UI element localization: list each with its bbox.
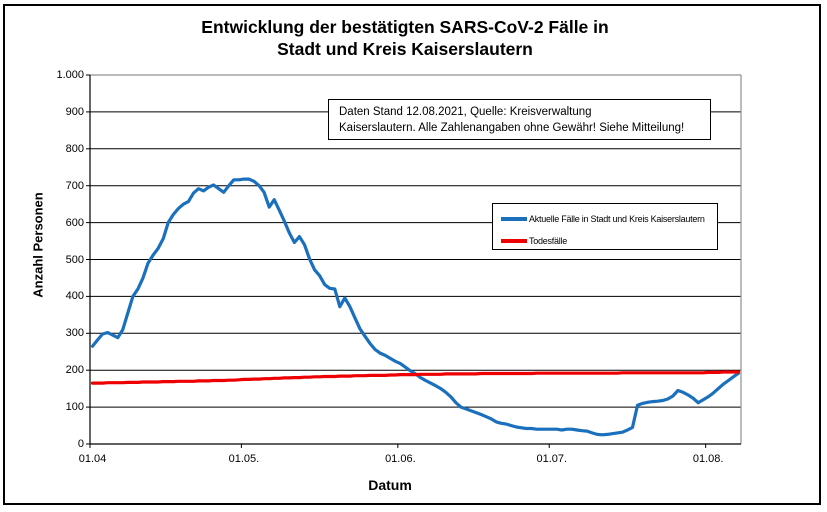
y-tick-label: 100 (65, 401, 84, 414)
chart-title-line1: Entwicklung der bestätigten SARS-CoV-2 F… (201, 17, 609, 37)
x-tick-label: 01.06. (385, 453, 416, 465)
annotation-box: Daten Stand 12.08.2021, Quelle: Kreisver… (328, 99, 711, 140)
x-tick-label: 01.08. (692, 453, 724, 465)
y-tick-label: 200 (65, 364, 84, 377)
legend-line-cases (501, 217, 527, 221)
x-tick-label: 01.05. (228, 453, 260, 465)
y-tick-label: 300 (65, 327, 84, 340)
annotation-line1: Daten Stand 12.08.2021, Quelle: Kreisver… (339, 106, 592, 118)
y-tick-label: 1.000 (56, 69, 84, 81)
legend-item-cases: Aktuelle Fälle in Stadt und Kreis Kaiser… (501, 213, 705, 225)
y-axis-title: Anzahl Personen (30, 192, 46, 298)
legend-item-deaths: Todesfälle (501, 235, 567, 247)
x-axis-title: Datum (368, 477, 412, 493)
y-tick-label: 600 (65, 216, 84, 229)
y-tick-label: 500 (65, 253, 84, 266)
y-tick-label: 800 (65, 142, 84, 155)
legend-box: Aktuelle Fälle in Stadt und Kreis Kaiser… (492, 203, 718, 250)
y-tick-label: 400 (65, 290, 84, 303)
legend-label-cases: Aktuelle Fälle in Stadt und Kreis Kaiser… (529, 214, 705, 224)
y-tick-label: 900 (65, 105, 84, 118)
chart-frame (3, 4, 821, 505)
legend-label-deaths: Todesfälle (529, 236, 568, 246)
chart-title: Entwicklung der bestätigten SARS-CoV-2 F… (0, 16, 810, 60)
series-line-deaths (90, 370, 741, 385)
x-tick-label: 01.04 (78, 453, 107, 465)
x-tick-label: 01.07. (536, 453, 568, 465)
chart-title-line2: Stadt und Kreis Kaiserslautern (277, 39, 533, 59)
legend-line-deaths (501, 239, 527, 243)
annotation-line2: Kaiserslautern. Alle Zahlenangaben ohne … (339, 122, 685, 134)
y-tick-label: 0 (77, 438, 84, 450)
y-tick-label: 700 (65, 179, 84, 192)
